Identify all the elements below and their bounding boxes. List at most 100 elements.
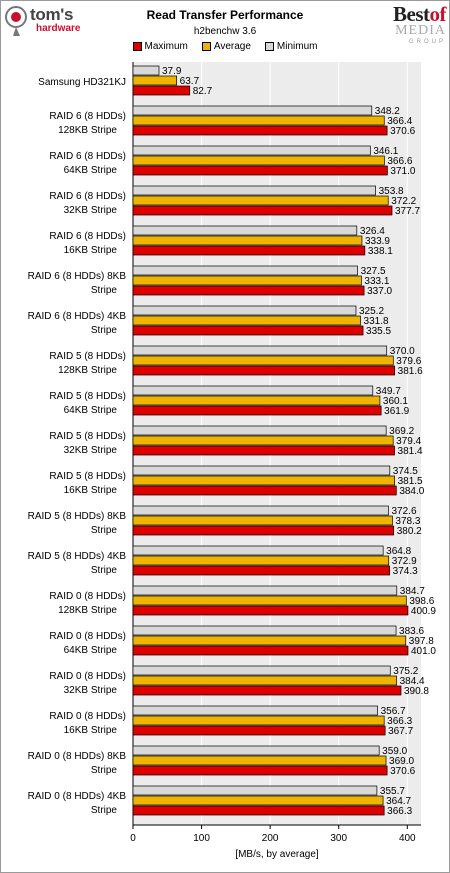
data-label: 338.1 — [368, 246, 393, 257]
bar-minimum — [132, 185, 376, 196]
category-label: RAID 0 (8 HDDs) — [49, 671, 126, 682]
bar-maximum — [132, 685, 402, 696]
category-label: RAID 5 (8 HDDs) 8KB — [28, 511, 127, 522]
category-label: 64KB Stripe — [64, 405, 118, 416]
bar-minimum — [132, 625, 397, 636]
category-label: Samsung HD321KJ — [38, 77, 126, 88]
data-label: 379.6 — [396, 356, 421, 367]
category-label: RAID 6 (8 HDDs) — [49, 111, 126, 122]
category-label: Stripe — [91, 285, 118, 296]
category-label: RAID 6 (8 HDDs) 8KB — [28, 271, 127, 282]
category-label: Stripe — [91, 765, 118, 776]
bar-average — [132, 75, 178, 86]
category-label: RAID 6 (8 HDDs) — [49, 151, 126, 162]
data-label: 378.3 — [395, 516, 420, 527]
bar-maximum — [132, 565, 391, 576]
bar-minimum — [132, 305, 357, 316]
legend-label-average: Average — [213, 41, 251, 52]
data-label: 356.7 — [381, 706, 406, 717]
bar-average — [132, 435, 394, 446]
category-label: RAID 5 (8 HDDs) 4KB — [28, 551, 127, 562]
data-label: 359.0 — [382, 746, 407, 757]
data-label: 372.9 — [392, 556, 417, 567]
legend-swatch-average — [201, 42, 211, 51]
logo-line-2: hardware — [36, 23, 81, 34]
logo-line-1: tom's — [30, 5, 74, 24]
category-label: RAID 0 (8 HDDs) 8KB — [28, 751, 127, 762]
x-tick-label: 200 — [262, 833, 279, 844]
category-label: 64KB Stripe — [64, 165, 118, 176]
bar-minimum — [132, 145, 371, 156]
x-axis-label: [MB/s, by average] — [235, 849, 319, 860]
bar-minimum — [132, 425, 387, 436]
bar-average — [132, 715, 385, 726]
data-label: 353.8 — [379, 186, 404, 197]
bar-maximum — [132, 325, 364, 336]
category-label: 128KB Stripe — [58, 365, 117, 376]
category-label: RAID 0 (8 HDDs) — [49, 711, 126, 722]
bar-maximum — [132, 245, 366, 256]
bar-maximum — [132, 125, 388, 136]
category-label: 64KB Stripe — [64, 645, 118, 656]
data-label: 348.2 — [375, 106, 400, 117]
chart-subtitle: h2benchw 3.6 — [193, 26, 257, 37]
data-label: 384.4 — [400, 676, 425, 687]
category-label: Stripe — [91, 525, 118, 536]
bar-maximum — [132, 205, 393, 216]
data-label: 381.6 — [398, 366, 423, 377]
legend-label-maximum: Maximum — [144, 41, 188, 52]
data-label: 82.7 — [193, 86, 213, 97]
bar-average — [132, 515, 393, 526]
category-label: RAID 0 (8 HDDs) 4KB — [28, 791, 127, 802]
category-label: 16KB Stripe — [64, 245, 118, 256]
logo-group: GROUP — [408, 39, 446, 45]
bar-maximum — [132, 605, 409, 616]
category-label: RAID 0 (8 HDDs) — [49, 591, 126, 602]
bar-maximum — [132, 365, 396, 376]
bar-average — [132, 555, 390, 566]
category-label: 32KB Stripe — [64, 445, 118, 456]
logo-best: Best — [393, 2, 430, 26]
data-label: 366.3 — [387, 806, 412, 817]
category-label: 32KB Stripe — [64, 205, 118, 216]
category-label: RAID 6 (8 HDDs) — [49, 191, 126, 202]
bar-average — [132, 395, 381, 406]
data-label: 384.0 — [399, 486, 424, 497]
data-label: 372.6 — [391, 506, 416, 517]
x-tick-label: 100 — [193, 833, 210, 844]
bar-average — [132, 315, 361, 326]
category-label: 16KB Stripe — [64, 485, 118, 496]
data-label: 331.8 — [364, 316, 389, 327]
x-tick-label: 400 — [399, 833, 416, 844]
data-label: 366.4 — [387, 116, 412, 127]
data-label: 364.7 — [386, 796, 411, 807]
data-label: 360.1 — [383, 396, 408, 407]
bar-maximum — [132, 485, 397, 496]
data-label: 333.9 — [365, 236, 390, 247]
data-label: 370.6 — [390, 126, 415, 137]
bar-maximum — [132, 165, 388, 176]
data-label: 333.1 — [364, 276, 389, 287]
category-label: 16KB Stripe — [64, 725, 118, 736]
x-tick-label: 300 — [330, 833, 347, 844]
data-label: 366.6 — [387, 156, 412, 167]
data-label: 369.2 — [389, 426, 414, 437]
legend-label-minimum: Minimum — [276, 41, 318, 52]
category-label: RAID 6 (8 HDDs) 4KB — [28, 311, 127, 322]
data-label: 367.7 — [388, 726, 413, 737]
bar-maximum — [132, 445, 395, 456]
bar-maximum — [132, 525, 395, 536]
data-label: 337.0 — [367, 286, 392, 297]
data-label: 366.3 — [387, 716, 412, 727]
bar-minimum — [132, 505, 389, 516]
data-label: 375.2 — [393, 666, 418, 677]
bar-minimum — [132, 665, 391, 676]
data-label: 346.1 — [373, 146, 398, 157]
bar-minimum — [132, 745, 380, 756]
bar-average — [132, 115, 385, 126]
bar-minimum — [132, 545, 384, 556]
toms-hardware-mark-icon — [5, 6, 27, 36]
category-label: Stripe — [91, 325, 118, 336]
bestofmedia-logo: Bestof MEDIA GROUP — [388, 4, 446, 50]
data-label: 364.8 — [386, 546, 411, 557]
